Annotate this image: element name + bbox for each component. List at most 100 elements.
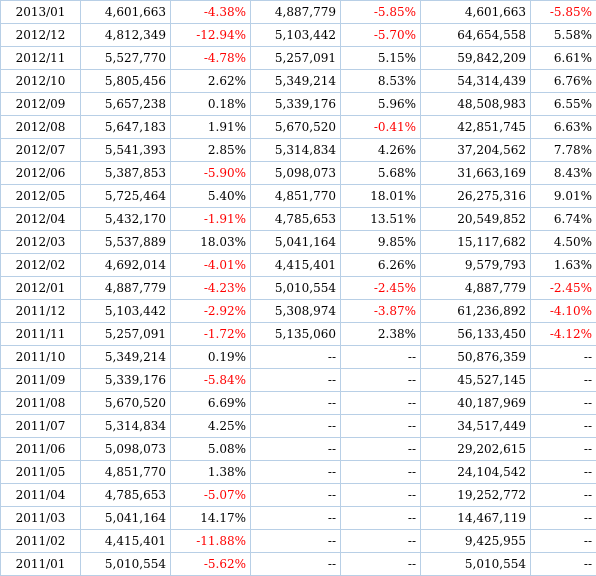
cumulative-revenue-cell: 37,204,562 xyxy=(421,139,531,162)
cumulative-revenue-cell: 50,876,359 xyxy=(421,346,531,369)
mom-change-cell: -1.91% xyxy=(171,208,251,231)
mom-change-cell: 4.25% xyxy=(171,415,251,438)
mom-change-cell: -4.78% xyxy=(171,47,251,70)
cumulative-revenue-cell: 4,887,779 xyxy=(421,277,531,300)
prior-year-revenue-cell: -- xyxy=(251,484,341,507)
prior-year-revenue-cell: 5,098,073 xyxy=(251,162,341,185)
cumulative-revenue-cell: 14,467,119 xyxy=(421,507,531,530)
prior-year-revenue-cell: -- xyxy=(251,461,341,484)
month-cell: 2012/02 xyxy=(1,254,81,277)
yoy-change-cell: 4.26% xyxy=(341,139,421,162)
yoy-change-cell: -5.70% xyxy=(341,24,421,47)
revenue-cell: 5,098,073 xyxy=(81,438,171,461)
prior-year-revenue-cell: 4,785,653 xyxy=(251,208,341,231)
revenue-cell: 4,692,014 xyxy=(81,254,171,277)
cumulative-yoy-cell: -- xyxy=(531,507,596,530)
revenue-cell: 4,415,401 xyxy=(81,530,171,553)
month-cell: 2012/12 xyxy=(1,24,81,47)
mom-change-cell: -2.92% xyxy=(171,300,251,323)
yoy-change-cell: -3.87% xyxy=(341,300,421,323)
prior-year-revenue-cell: 5,349,214 xyxy=(251,70,341,93)
month-cell: 2012/07 xyxy=(1,139,81,162)
yoy-change-cell: -- xyxy=(341,484,421,507)
mom-change-cell: 2.85% xyxy=(171,139,251,162)
yoy-change-cell: 2.38% xyxy=(341,323,421,346)
prior-year-revenue-cell: -- xyxy=(251,369,341,392)
mom-change-cell: -1.72% xyxy=(171,323,251,346)
cumulative-revenue-cell: 48,508,983 xyxy=(421,93,531,116)
revenue-cell: 4,785,653 xyxy=(81,484,171,507)
cumulative-revenue-cell: 59,842,209 xyxy=(421,47,531,70)
cumulative-yoy-cell: 5.58% xyxy=(531,24,596,47)
cumulative-revenue-cell: 45,527,145 xyxy=(421,369,531,392)
prior-year-revenue-cell: 5,314,834 xyxy=(251,139,341,162)
yoy-change-cell: -- xyxy=(341,438,421,461)
prior-year-revenue-cell: -- xyxy=(251,438,341,461)
cumulative-revenue-cell: 9,425,955 xyxy=(421,530,531,553)
yoy-change-cell: 9.85% xyxy=(341,231,421,254)
revenue-cell: 5,647,183 xyxy=(81,116,171,139)
cumulative-revenue-cell: 26,275,316 xyxy=(421,185,531,208)
cumulative-revenue-cell: 4,601,663 xyxy=(421,1,531,24)
month-cell: 2011/01 xyxy=(1,553,81,576)
revenue-cell: 5,010,554 xyxy=(81,553,171,576)
mom-change-cell: -5.90% xyxy=(171,162,251,185)
mom-change-cell: 18.03% xyxy=(171,231,251,254)
prior-year-revenue-cell: 4,887,779 xyxy=(251,1,341,24)
month-cell: 2012/04 xyxy=(1,208,81,231)
month-cell: 2011/11 xyxy=(1,323,81,346)
yoy-change-cell: 8.53% xyxy=(341,70,421,93)
mom-change-cell: -5.62% xyxy=(171,553,251,576)
prior-year-revenue-cell: 5,257,091 xyxy=(251,47,341,70)
cumulative-yoy-cell: -4.10% xyxy=(531,300,596,323)
month-cell: 2012/05 xyxy=(1,185,81,208)
yoy-change-cell: -- xyxy=(341,530,421,553)
revenue-cell: 5,725,464 xyxy=(81,185,171,208)
yoy-change-cell: -2.45% xyxy=(341,277,421,300)
prior-year-revenue-cell: 4,415,401 xyxy=(251,254,341,277)
prior-year-revenue-cell: 5,041,164 xyxy=(251,231,341,254)
mom-change-cell: 6.69% xyxy=(171,392,251,415)
month-cell: 2011/04 xyxy=(1,484,81,507)
mom-change-cell: -5.84% xyxy=(171,369,251,392)
prior-year-revenue-cell: -- xyxy=(251,392,341,415)
mom-change-cell: -5.07% xyxy=(171,484,251,507)
cumulative-yoy-cell: -- xyxy=(531,415,596,438)
month-cell: 2012/03 xyxy=(1,231,81,254)
yoy-change-cell: -- xyxy=(341,369,421,392)
month-cell: 2012/01 xyxy=(1,277,81,300)
month-cell: 2011/09 xyxy=(1,369,81,392)
month-cell: 2013/01 xyxy=(1,1,81,24)
yoy-change-cell: -- xyxy=(341,415,421,438)
cumulative-revenue-cell: 54,314,439 xyxy=(421,70,531,93)
month-cell: 2012/08 xyxy=(1,116,81,139)
revenue-cell: 4,601,663 xyxy=(81,1,171,24)
revenue-cell: 5,657,238 xyxy=(81,93,171,116)
month-cell: 2011/08 xyxy=(1,392,81,415)
yoy-change-cell: 6.26% xyxy=(341,254,421,277)
revenue-cell: 5,541,393 xyxy=(81,139,171,162)
cumulative-yoy-cell: -- xyxy=(531,461,596,484)
month-cell: 2011/02 xyxy=(1,530,81,553)
cumulative-revenue-cell: 5,010,554 xyxy=(421,553,531,576)
cumulative-revenue-cell: 29,202,615 xyxy=(421,438,531,461)
mom-change-cell: -4.38% xyxy=(171,1,251,24)
cumulative-yoy-cell: 4.50% xyxy=(531,231,596,254)
cumulative-yoy-cell: -- xyxy=(531,553,596,576)
cumulative-yoy-cell: -- xyxy=(531,369,596,392)
revenue-cell: 5,103,442 xyxy=(81,300,171,323)
